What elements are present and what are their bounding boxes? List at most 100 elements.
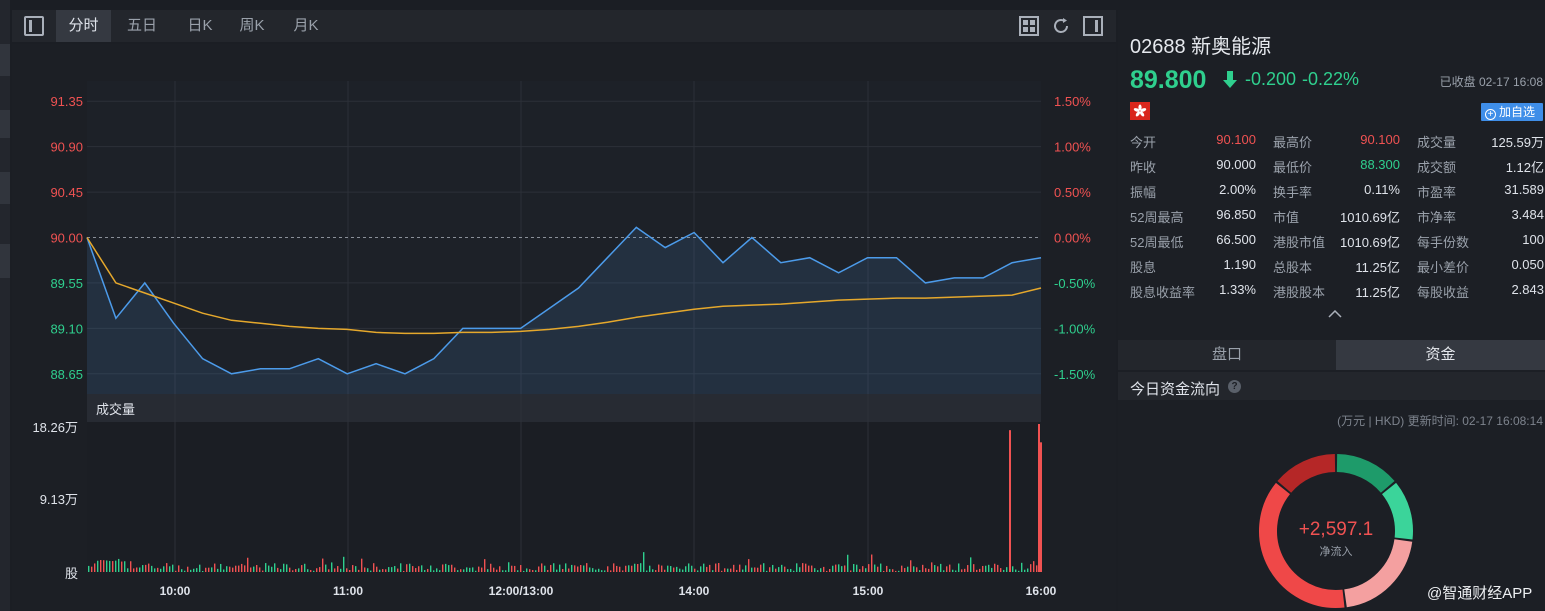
volume-bar: [142, 565, 144, 572]
volume-bar: [1036, 565, 1038, 572]
pct-tick-label: 0.00%: [1054, 231, 1091, 246]
tab-five-day[interactable]: 五日: [126, 17, 157, 34]
volume-bar: [358, 569, 360, 572]
volume-bar: [532, 570, 534, 572]
volume-bar: [454, 567, 456, 572]
volume-bar: [472, 567, 474, 572]
volume-bar: [361, 558, 363, 572]
volume-bar: [373, 563, 375, 572]
tab-weekly-k[interactable]: 周K: [239, 17, 265, 34]
price-change-pct: -0.22%: [1302, 69, 1360, 89]
volume-bar: [757, 567, 759, 572]
volume-bar: [277, 567, 279, 572]
volume-bar: [1018, 570, 1020, 572]
volume-bar: [217, 568, 219, 572]
volume-bar: [973, 564, 975, 572]
volume-bar: [808, 565, 810, 572]
volume-bar: [184, 570, 186, 572]
stat-label: 市盈率: [1417, 185, 1457, 200]
quote-stats-grid: 今开 90.100 最高价 90.100 成交量 125.59万 昨收 90.000 最低价 88…: [1130, 132, 1544, 307]
volume-bar: [997, 564, 999, 572]
volume-bar: [739, 564, 741, 572]
volume-bar: [529, 569, 531, 572]
volume-bar: [1040, 442, 1042, 572]
volume-bar: [706, 566, 708, 572]
grid-layout-icon[interactable]: [1019, 16, 1039, 36]
donut-segment: [1259, 482, 1345, 608]
volume-bar: [268, 565, 270, 572]
volume-bar: [445, 563, 447, 572]
volume-bar: [820, 568, 822, 572]
intraday-chart[interactable]: 91.35 1.50% 90.90 1.00% 90.45 0.50% 90.00 0.00%…: [12, 44, 1116, 611]
volume-bar: [961, 569, 963, 572]
volume-bar: [1003, 569, 1005, 572]
volume-bar: [106, 560, 108, 572]
stat-value: 2.00%: [1219, 182, 1256, 197]
volume-bar: [571, 564, 573, 572]
stat-label: 最小差价: [1417, 260, 1470, 275]
tab-order-book[interactable]: 盘口: [1118, 340, 1336, 370]
price-change: -0.200: [1245, 69, 1297, 89]
volume-bar: [511, 565, 513, 572]
volume-bar: [976, 569, 978, 572]
panel-toggle-icon[interactable]: [24, 16, 44, 36]
volume-bar: [955, 570, 957, 572]
help-icon[interactable]: ?: [1228, 380, 1241, 393]
volume-bar: [274, 563, 276, 572]
collapse-right-panel-icon[interactable]: [1083, 16, 1103, 36]
volume-bar: [475, 570, 477, 572]
volume-bar: [409, 563, 411, 572]
volume-bar: [307, 569, 309, 572]
volume-bar: [616, 565, 618, 572]
volume-bar: [229, 566, 231, 572]
volume-bar: [310, 569, 312, 572]
volume-bar: [877, 566, 879, 572]
volume-bar: [634, 563, 636, 572]
stat-value: 90.100: [1216, 132, 1256, 147]
volume-bar: [262, 570, 264, 572]
volume-bar: [823, 566, 825, 572]
volume-bar: [175, 570, 177, 572]
volume-bar: [412, 566, 414, 572]
stat-value: 31.589: [1504, 182, 1544, 197]
volume-bar: [631, 565, 633, 572]
volume-bar: [790, 568, 792, 572]
volume-bar: [556, 569, 558, 572]
volume-bar: [379, 569, 381, 572]
volume-bar: [433, 570, 435, 572]
tab-monthly-k[interactable]: 月K: [293, 17, 319, 34]
volume-bar: [586, 563, 588, 572]
quote-panel: 02688 新奥能源 89.800 -0.200 -0.22% 已收盘 02-1…: [1118, 10, 1545, 611]
volume-bar: [370, 570, 372, 572]
tab-intraday[interactable]: 分时: [56, 10, 111, 42]
tab-daily-k[interactable]: 日K: [187, 17, 213, 34]
volume-bar: [724, 568, 726, 572]
volume-bar: [676, 566, 678, 572]
volume-bar: [610, 570, 612, 572]
refresh-icon[interactable]: [1051, 16, 1071, 36]
price-tick-label: 90.90: [50, 140, 83, 155]
add-to-watchlist-button[interactable]: + 加自选: [1481, 103, 1543, 121]
tab-capital[interactable]: 资金: [1336, 340, 1545, 370]
volume-bar: [748, 559, 750, 572]
volume-bar: [652, 569, 654, 572]
time-tick-label: 16:00: [1026, 584, 1057, 598]
volume-bar: [943, 570, 945, 572]
stat-label: 今开: [1130, 135, 1157, 150]
volume-bar: [478, 566, 480, 572]
volume-bar: [514, 565, 516, 572]
volume-bar: [265, 563, 267, 572]
volume-bar: [343, 556, 345, 572]
plus-icon: +: [1485, 109, 1496, 120]
volume-bar: [643, 552, 645, 572]
volume-bar: [805, 563, 807, 572]
volume-bar: [766, 570, 768, 572]
volume-bar: [781, 564, 783, 572]
volume-bar: [988, 564, 990, 572]
capital-flow-meta: (万元 | HKD) 更新时间: 02-17 16:08:14: [1337, 414, 1543, 428]
volume-bar: [148, 563, 150, 572]
volume-bar: [754, 567, 756, 572]
chevron-up-icon[interactable]: [1328, 310, 1342, 318]
volume-bar: [718, 562, 720, 572]
